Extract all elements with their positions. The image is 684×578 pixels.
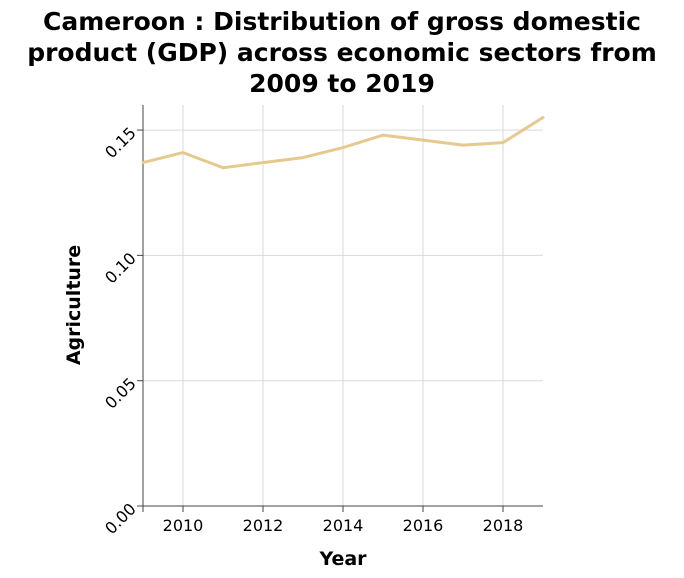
x-axis-ticks: 2010 2012 2014 2016 2018 xyxy=(163,506,524,535)
chart-title-line-3: 2009 to 2019 xyxy=(249,69,435,98)
x-tick-label: 2014 xyxy=(323,516,364,535)
x-tick-label: 2010 xyxy=(163,516,204,535)
y-tick-label: 0.05 xyxy=(101,374,140,413)
x-tick-label: 2016 xyxy=(403,516,444,535)
series-layer xyxy=(141,116,545,170)
y-tick-label: 0.00 xyxy=(101,499,140,538)
x-tick-label: 2012 xyxy=(243,516,284,535)
chart-title: Cameroon : Distribution of gross domesti… xyxy=(27,7,657,98)
y-tick-label: 0.10 xyxy=(101,249,140,288)
y-tick-label: 0.15 xyxy=(101,123,140,162)
series-line xyxy=(141,116,545,170)
x-tick-label: 2018 xyxy=(483,516,524,535)
y-axis-label: Agriculture xyxy=(63,245,85,365)
y-axis-ticks: 0.00 0.05 0.10 0.15 xyxy=(101,123,143,538)
chart-title-line-2: product (GDP) across economic sectors fr… xyxy=(27,38,657,67)
axes xyxy=(137,105,543,512)
x-axis-label: Year xyxy=(318,548,367,570)
chart-title-line-1: Cameroon : Distribution of gross domesti… xyxy=(43,7,641,36)
gridlines xyxy=(143,105,543,507)
